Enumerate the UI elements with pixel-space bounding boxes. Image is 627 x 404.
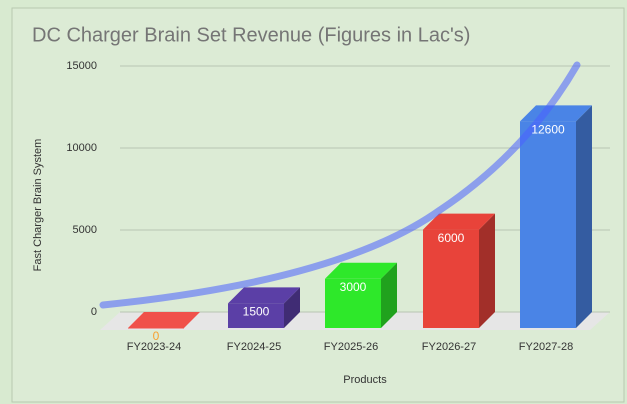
bar-front xyxy=(228,303,284,328)
trendline xyxy=(99,61,581,309)
y-tick-label: 10000 xyxy=(66,142,97,154)
bar xyxy=(128,312,200,329)
data-label: 3000 xyxy=(340,280,367,294)
x-tick-label: FY2025-26 xyxy=(324,341,378,353)
bar xyxy=(228,287,300,328)
x-axis-label: Products xyxy=(343,374,387,386)
bar-top xyxy=(128,312,200,328)
bar xyxy=(325,262,397,328)
x-tick-label: FY2024-25 xyxy=(227,341,281,353)
x-tick-label: FY2027-28 xyxy=(519,341,573,353)
bar-side xyxy=(381,262,397,328)
bar-front xyxy=(325,278,381,328)
chart-title: DC Charger Brain Set Revenue (Figures in… xyxy=(32,24,470,46)
data-label: 1500 xyxy=(243,305,270,319)
bar-front xyxy=(128,328,184,329)
bar-top xyxy=(423,213,495,230)
bar-front xyxy=(423,229,479,328)
bar-side xyxy=(284,287,300,328)
bar-side xyxy=(576,105,592,328)
labels: 0500010000150000FY2023-241500FY2024-2530… xyxy=(66,60,573,353)
data-label: 12600 xyxy=(531,123,565,137)
x-tick-label: FY2023-24 xyxy=(127,341,181,353)
bar xyxy=(520,105,592,328)
plot-area xyxy=(120,65,610,329)
y-tick-label: 0 xyxy=(91,306,97,318)
data-label: 0 xyxy=(153,329,160,343)
bar xyxy=(423,213,495,328)
y-axis-label: Fast Charger Brain System xyxy=(32,139,44,272)
x-tick-label: FY2026-27 xyxy=(422,341,476,353)
bar-side xyxy=(479,213,495,328)
bar-front xyxy=(520,121,576,328)
y-tick-label: 15000 xyxy=(66,60,97,72)
bar-top xyxy=(325,262,397,279)
bar-top xyxy=(228,287,300,304)
data-label: 6000 xyxy=(438,231,465,245)
y-tick-label: 5000 xyxy=(73,224,97,236)
